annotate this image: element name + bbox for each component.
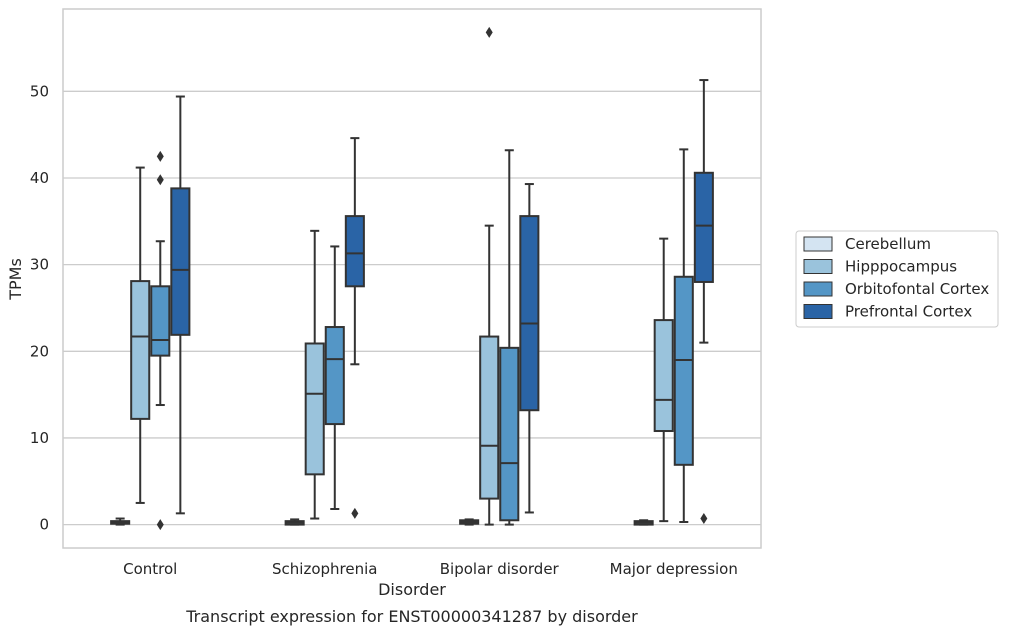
box-0-2 bbox=[459, 518, 480, 526]
box-iqr bbox=[519, 215, 540, 412]
box-iqr bbox=[653, 319, 674, 433]
plot-frame bbox=[62, 8, 762, 549]
box-iqr bbox=[344, 215, 365, 288]
figure-caption: Transcript expression for ENST0000034128… bbox=[185, 607, 638, 626]
legend-label: Cerebellum bbox=[845, 235, 931, 253]
y-tick-label: 20 bbox=[30, 342, 49, 360]
box-1-1 bbox=[304, 229, 325, 520]
box-2-1 bbox=[324, 245, 345, 511]
box-2-3 bbox=[673, 148, 694, 524]
box-iqr bbox=[150, 285, 171, 357]
legend-label: Hipppocampus bbox=[845, 258, 957, 276]
box-iqr bbox=[304, 342, 325, 476]
box-1-3 bbox=[653, 237, 674, 523]
outlier-point bbox=[156, 150, 164, 162]
y-tick-label: 50 bbox=[30, 82, 49, 100]
outlier-point bbox=[485, 26, 493, 38]
legend: Cerebellum Hipppocampus Orbitofontal Corte… bbox=[795, 230, 999, 328]
x-tick-label: Schizophrenia bbox=[272, 560, 377, 578]
box-0-0 bbox=[110, 517, 131, 526]
box-iqr bbox=[130, 280, 151, 420]
x-tick-label: Major depression bbox=[610, 560, 738, 578]
y-tick-label: 30 bbox=[30, 256, 49, 274]
outlier-point bbox=[156, 519, 164, 531]
box-3-1 bbox=[344, 137, 365, 519]
box-0-1 bbox=[284, 518, 305, 526]
boxes bbox=[110, 26, 714, 531]
box-2-2 bbox=[499, 149, 520, 526]
box-3-2 bbox=[519, 183, 540, 514]
y-tick-label: 0 bbox=[39, 516, 49, 534]
box-2-0 bbox=[150, 150, 171, 531]
box-iqr bbox=[170, 187, 191, 336]
legend-label: Orbitofontal Cortex bbox=[845, 280, 989, 298]
x-tick-labels: Control Schizophrenia Bipolar disorder Majo… bbox=[123, 560, 738, 578]
legend-swatch bbox=[803, 259, 833, 274]
box-3-3 bbox=[693, 79, 714, 525]
x-tick-label: Bipolar disorder bbox=[440, 560, 560, 578]
y-tick-labels: 0 10 20 30 40 50 bbox=[30, 82, 49, 533]
box-3-0 bbox=[170, 95, 191, 515]
box-1-0 bbox=[130, 166, 151, 504]
legend-label: Prefrontal Cortex bbox=[845, 303, 972, 321]
y-axis-title: TPMs bbox=[6, 258, 25, 301]
box-iqr bbox=[673, 275, 694, 466]
outlier-point bbox=[700, 513, 708, 525]
legend-swatch bbox=[803, 236, 833, 252]
legend-swatch bbox=[803, 281, 833, 297]
x-axis-title: Disorder bbox=[378, 580, 446, 599]
legend-frame bbox=[795, 230, 999, 328]
box-iqr bbox=[499, 346, 520, 522]
y-tick-label: 40 bbox=[30, 169, 49, 187]
y-tick-label: 10 bbox=[30, 429, 49, 447]
box-iqr bbox=[479, 335, 500, 500]
outlier-point bbox=[351, 507, 359, 519]
box-iqr bbox=[324, 326, 345, 426]
outlier-point bbox=[156, 174, 164, 186]
box-0-3 bbox=[633, 519, 654, 526]
x-tick-label: Control bbox=[123, 560, 177, 578]
box-iqr bbox=[693, 171, 714, 283]
box-1-2 bbox=[479, 26, 500, 526]
legend-swatch bbox=[803, 304, 833, 319]
